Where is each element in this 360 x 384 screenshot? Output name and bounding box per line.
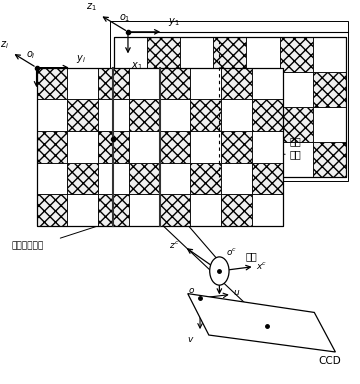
Bar [114, 142, 147, 177]
Bar [252, 162, 283, 194]
Text: $z_i$: $z_i$ [0, 39, 9, 51]
Bar [252, 194, 283, 226]
Text: 镜头: 镜头 [246, 251, 257, 261]
Bar [252, 131, 283, 162]
Bar [247, 38, 280, 72]
Bar [190, 194, 221, 226]
Bar [98, 68, 129, 99]
Bar [280, 38, 313, 72]
Text: 等相位空间点: 等相位空间点 [12, 241, 44, 250]
Bar [280, 107, 313, 142]
Text: $y^c$: $y^c$ [204, 300, 215, 313]
Text: $x_1$: $x_1$ [131, 60, 143, 72]
Text: $v$: $v$ [187, 335, 195, 344]
Bar [67, 99, 98, 131]
Bar [67, 68, 98, 99]
Bar [98, 162, 129, 194]
Bar [37, 131, 67, 162]
Bar [37, 162, 67, 194]
Bar [98, 194, 129, 226]
Bar [159, 99, 190, 131]
Bar [147, 107, 180, 142]
Bar [221, 131, 252, 162]
Bar [37, 68, 67, 99]
Bar [159, 162, 190, 194]
Bar [114, 38, 346, 177]
Bar [67, 194, 98, 226]
Bar [111, 21, 348, 180]
Bar [180, 107, 213, 142]
Bar [190, 162, 221, 194]
Bar [180, 72, 213, 107]
Bar [98, 99, 129, 131]
Text: $o^c$: $o^c$ [226, 246, 237, 257]
Text: $z_1$: $z_1$ [86, 1, 96, 13]
Bar [313, 38, 346, 72]
Bar [247, 72, 280, 107]
Bar [313, 142, 346, 177]
Bar [180, 142, 213, 177]
Bar [252, 68, 283, 99]
Bar [280, 72, 313, 107]
Bar [114, 72, 147, 107]
Bar [67, 131, 98, 162]
Bar [252, 99, 283, 131]
Bar [221, 162, 252, 194]
Bar [147, 38, 180, 72]
Bar [313, 72, 346, 107]
Text: $y_1$: $y_1$ [168, 16, 180, 28]
Bar [280, 142, 313, 177]
Bar [129, 162, 159, 194]
Bar [114, 38, 147, 72]
Bar [37, 99, 67, 131]
Bar [159, 131, 190, 162]
Bar [247, 107, 280, 142]
Bar [129, 131, 159, 162]
Bar [247, 142, 280, 177]
Text: 蓝色: 蓝色 [290, 149, 301, 159]
Bar [147, 142, 180, 177]
Text: $u$: $u$ [233, 288, 241, 297]
Bar [190, 68, 221, 99]
Text: $x^c$: $x^c$ [256, 260, 268, 271]
Bar [114, 107, 147, 142]
Bar [129, 68, 159, 99]
Bar [213, 142, 247, 177]
Text: CCD: CCD [318, 356, 341, 366]
Bar [190, 131, 221, 162]
Text: $x_i$: $x_i$ [40, 94, 50, 106]
Bar [98, 131, 129, 162]
Bar [67, 162, 98, 194]
Bar [213, 107, 247, 142]
Bar [147, 72, 180, 107]
Ellipse shape [210, 257, 229, 285]
Bar [221, 99, 252, 131]
Text: $(u^c,v^c)$: $(u^c,v^c)$ [270, 329, 302, 341]
Polygon shape [188, 294, 336, 352]
Bar [213, 72, 247, 107]
Bar [129, 99, 159, 131]
Bar [37, 194, 67, 226]
Bar [190, 99, 221, 131]
Bar [213, 38, 247, 72]
Bar [221, 68, 252, 99]
Bar [313, 107, 346, 142]
Text: $y_i$: $y_i$ [76, 53, 86, 65]
Bar [159, 194, 190, 226]
Bar [159, 68, 190, 99]
Text: $o$: $o$ [188, 286, 195, 295]
Text: $o_i$: $o_i$ [26, 49, 36, 61]
Bar [37, 68, 283, 226]
Bar [221, 194, 252, 226]
Text: $z^c$: $z^c$ [170, 239, 180, 250]
Text: 红色: 红色 [290, 136, 301, 146]
Text: $o_1$: $o_1$ [119, 12, 130, 23]
Bar [180, 38, 213, 72]
Bar [129, 194, 159, 226]
